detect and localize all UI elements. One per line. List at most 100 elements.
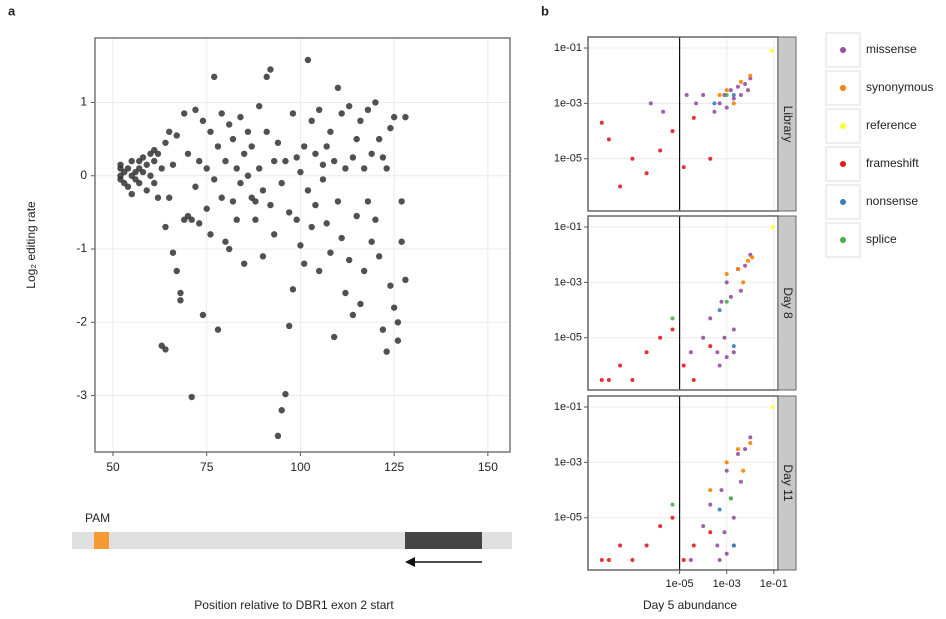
point — [630, 377, 635, 382]
point — [724, 299, 729, 304]
point — [267, 201, 274, 209]
x-axis-label: Day 5 abundance — [643, 598, 737, 612]
point — [364, 106, 372, 114]
arrow-head — [405, 557, 415, 567]
y-tick-label: 1e-01 — [554, 42, 582, 54]
point — [719, 299, 724, 304]
point — [334, 198, 342, 205]
point — [618, 363, 623, 368]
point — [169, 249, 177, 256]
point — [606, 377, 611, 382]
point — [237, 179, 244, 187]
point — [330, 333, 338, 341]
point — [375, 135, 383, 143]
point — [252, 216, 259, 223]
point — [394, 319, 402, 326]
x-tick-label: 150 — [478, 460, 498, 474]
point — [270, 157, 278, 165]
point — [715, 543, 720, 548]
point — [661, 109, 666, 114]
point — [128, 190, 135, 198]
y-tick-label: 1e-05 — [554, 332, 582, 344]
point — [259, 253, 267, 260]
point — [173, 267, 180, 275]
point — [748, 435, 753, 440]
point — [748, 73, 753, 78]
point — [599, 377, 604, 382]
point — [147, 172, 154, 179]
point — [327, 128, 334, 135]
point — [166, 194, 173, 201]
point — [162, 346, 169, 353]
point — [743, 447, 748, 452]
point — [375, 253, 383, 260]
point — [750, 255, 755, 260]
point — [735, 447, 740, 452]
point — [151, 179, 158, 187]
point — [712, 101, 717, 106]
point — [154, 194, 162, 201]
point — [708, 344, 713, 349]
point — [360, 165, 368, 172]
legend-label: nonsense — [866, 194, 918, 208]
point — [379, 154, 387, 161]
point — [233, 216, 240, 223]
point — [694, 101, 699, 106]
point — [670, 502, 675, 507]
point — [300, 260, 308, 267]
point — [691, 115, 696, 120]
point — [143, 187, 150, 194]
x-tick-label: 1e-05 — [666, 578, 694, 590]
point — [308, 117, 315, 125]
point — [222, 238, 229, 245]
point — [691, 543, 696, 548]
point — [237, 113, 244, 121]
point — [357, 117, 364, 125]
point — [289, 110, 297, 117]
point — [233, 165, 240, 172]
panel-label: a — [8, 3, 16, 18]
point — [312, 150, 319, 157]
point — [712, 109, 717, 114]
point — [717, 557, 722, 562]
point — [117, 161, 124, 168]
y-tick-label: 0 — [80, 168, 87, 182]
point — [606, 557, 611, 562]
point — [244, 172, 252, 179]
point — [658, 148, 663, 153]
y-tick-label: 1e-03 — [554, 456, 582, 468]
point — [229, 198, 237, 205]
point — [701, 93, 706, 98]
point — [748, 441, 753, 446]
point — [708, 530, 713, 535]
point — [368, 150, 375, 157]
y-tick-label: 1e-03 — [554, 97, 582, 109]
point — [390, 304, 398, 311]
point — [207, 128, 214, 135]
facet-label: Day 11 — [781, 464, 795, 501]
point — [315, 106, 323, 114]
point — [684, 93, 689, 98]
point — [398, 238, 405, 245]
point — [701, 524, 706, 529]
legend-label: synonymous — [866, 80, 933, 94]
point — [151, 157, 158, 165]
point — [719, 488, 724, 493]
point — [360, 267, 368, 275]
point — [644, 543, 649, 548]
point — [342, 289, 349, 297]
point — [724, 460, 729, 465]
point — [158, 165, 165, 172]
point — [203, 205, 210, 212]
point — [244, 128, 252, 135]
point — [256, 165, 263, 172]
point — [658, 335, 663, 340]
point — [745, 88, 750, 93]
point — [214, 143, 222, 150]
plot-border — [94, 37, 511, 453]
point — [731, 350, 736, 355]
point — [599, 120, 604, 125]
point — [293, 154, 300, 161]
point — [738, 288, 743, 293]
